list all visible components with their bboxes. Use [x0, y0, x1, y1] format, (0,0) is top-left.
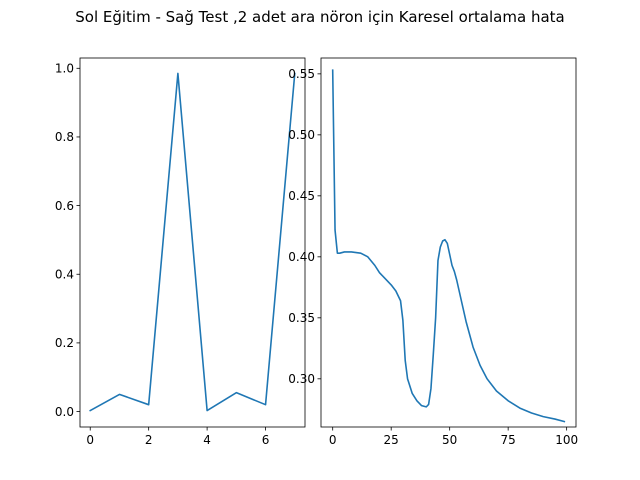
- right-axes-test: 0 25 50 75 100 0.30 0.35 0.40 0.45 0.50 0.55: [288, 57, 578, 447]
- left-y-tick-label: 0.4: [55, 268, 74, 282]
- left-x-tick-label: 4: [203, 433, 211, 447]
- left-y-tick-label: 0.0: [55, 405, 74, 419]
- right-y-tick-label: 0.40: [288, 250, 315, 264]
- left-x-tick-label: 6: [262, 433, 270, 447]
- right-x-tick-label: 25: [384, 433, 399, 447]
- right-y-tick-label: 0.30: [288, 372, 315, 386]
- left-y-tick-label: 0.8: [55, 130, 74, 144]
- left-y-tick-label: 0.6: [55, 199, 74, 213]
- right-y-tick-label: 0.35: [288, 311, 315, 325]
- right-x-tick-label: 0: [329, 433, 337, 447]
- left-x-tick-label: 0: [86, 433, 94, 447]
- right-x-tick-label: 50: [442, 433, 457, 447]
- right-series-line: [331, 69, 566, 423]
- left-series-line: [89, 72, 296, 412]
- right-axes-frame: [320, 57, 577, 428]
- right-y-tick-label: 0.55: [288, 67, 315, 81]
- right-x-tick-label: 75: [501, 433, 516, 447]
- left-y-tick-label: 1.0: [55, 62, 74, 76]
- left-axes-training: 0 2 4 6 0.0 0.2 0.4 0.6 0.8 1.0: [55, 57, 306, 447]
- left-x-tick-label: 2: [145, 433, 153, 447]
- right-y-tick-label: 0.50: [288, 128, 315, 142]
- right-x-tick-label: 100: [555, 433, 578, 447]
- right-y-tick-label: 0.45: [288, 189, 315, 203]
- left-y-tick-label: 0.2: [55, 336, 74, 350]
- figure-suptitle: Sol Eğitim - Sağ Test ,2 adet ara nöron …: [75, 8, 564, 26]
